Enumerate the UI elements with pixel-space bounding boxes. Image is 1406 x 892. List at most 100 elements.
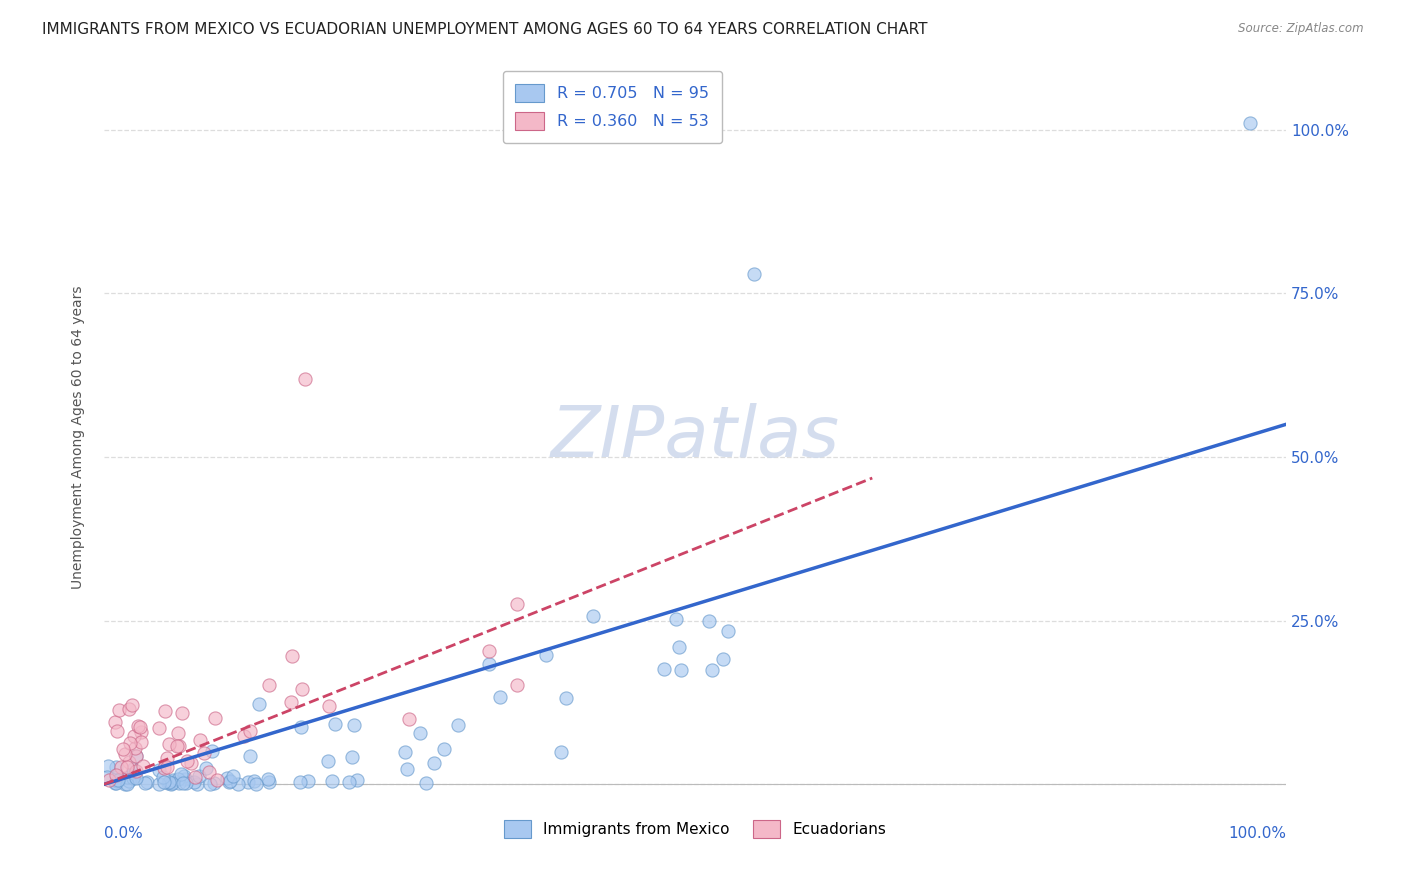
Point bbox=[409, 726, 432, 740]
Point bbox=[118, 756, 141, 770]
Point bbox=[1239, 116, 1261, 130]
Point bbox=[125, 748, 148, 763]
Point bbox=[318, 699, 340, 714]
Point bbox=[162, 772, 184, 787]
Point bbox=[198, 777, 221, 791]
Point bbox=[281, 648, 304, 663]
Point bbox=[148, 763, 170, 777]
Point bbox=[104, 776, 127, 790]
Point bbox=[105, 723, 128, 738]
Point bbox=[121, 698, 143, 712]
Point bbox=[132, 759, 155, 773]
Point bbox=[153, 705, 176, 719]
Point bbox=[239, 748, 262, 763]
Point bbox=[489, 690, 512, 704]
Point bbox=[172, 776, 194, 790]
Point bbox=[297, 773, 319, 788]
Point bbox=[167, 726, 190, 740]
Point bbox=[245, 777, 267, 791]
Point bbox=[226, 777, 249, 791]
Point bbox=[232, 729, 254, 743]
Point bbox=[120, 736, 142, 750]
Point bbox=[107, 703, 129, 717]
Point bbox=[148, 776, 170, 790]
Point bbox=[256, 772, 278, 786]
Point bbox=[176, 754, 198, 768]
Point bbox=[550, 745, 572, 759]
Point bbox=[105, 775, 128, 789]
Point bbox=[122, 768, 145, 782]
Point bbox=[160, 775, 183, 789]
Point bbox=[152, 770, 174, 784]
Point bbox=[105, 759, 128, 773]
Text: ZIPatlas: ZIPatlas bbox=[551, 403, 839, 472]
Point bbox=[105, 770, 128, 784]
Point bbox=[188, 769, 211, 783]
Text: Source: ZipAtlas.com: Source: ZipAtlas.com bbox=[1239, 22, 1364, 36]
Point bbox=[652, 662, 675, 676]
Point bbox=[291, 681, 314, 696]
Point bbox=[115, 770, 138, 784]
Point bbox=[343, 717, 366, 731]
Point bbox=[104, 714, 127, 729]
Point bbox=[239, 724, 262, 739]
Point bbox=[107, 772, 129, 787]
Point bbox=[97, 759, 120, 773]
Point bbox=[136, 775, 159, 789]
Point bbox=[478, 644, 501, 658]
Point bbox=[159, 777, 181, 791]
Point bbox=[697, 614, 720, 628]
Point bbox=[288, 775, 311, 789]
Point bbox=[157, 776, 180, 790]
Point bbox=[506, 678, 529, 692]
Point bbox=[294, 371, 316, 385]
Point bbox=[167, 739, 190, 753]
Point bbox=[122, 729, 145, 743]
Point bbox=[111, 741, 134, 756]
Point bbox=[742, 267, 765, 281]
Point bbox=[134, 775, 156, 789]
Point bbox=[118, 702, 141, 716]
Point bbox=[290, 719, 312, 733]
Point bbox=[668, 640, 690, 655]
Point bbox=[159, 775, 181, 789]
Point bbox=[174, 772, 197, 786]
Point bbox=[506, 597, 529, 611]
Point bbox=[204, 711, 226, 725]
Point bbox=[321, 773, 343, 788]
Point bbox=[395, 762, 418, 776]
Point bbox=[447, 718, 470, 732]
Point bbox=[127, 719, 149, 733]
Point bbox=[104, 768, 127, 782]
Point bbox=[702, 664, 724, 678]
Point bbox=[711, 652, 734, 666]
Point bbox=[280, 695, 302, 709]
Legend: Immigrants from Mexico, Ecuadorians: Immigrants from Mexico, Ecuadorians bbox=[498, 814, 893, 844]
Point bbox=[582, 608, 605, 623]
Point bbox=[114, 747, 136, 761]
Point bbox=[194, 761, 217, 775]
Point bbox=[337, 774, 360, 789]
Point bbox=[221, 768, 243, 782]
Point bbox=[316, 754, 339, 768]
Point bbox=[342, 749, 364, 764]
Point bbox=[152, 761, 174, 775]
Point bbox=[555, 690, 578, 705]
Point bbox=[193, 746, 215, 760]
Point bbox=[110, 760, 132, 774]
Point bbox=[180, 756, 202, 771]
Point bbox=[218, 775, 240, 789]
Point bbox=[183, 775, 205, 789]
Point bbox=[669, 663, 692, 677]
Point bbox=[202, 775, 225, 789]
Point bbox=[242, 773, 264, 788]
Point bbox=[114, 776, 136, 790]
Point bbox=[415, 775, 437, 789]
Point bbox=[186, 777, 208, 791]
Point bbox=[125, 764, 148, 778]
Point bbox=[148, 722, 170, 736]
Point bbox=[125, 771, 148, 785]
Point bbox=[129, 735, 152, 749]
Point bbox=[346, 772, 368, 787]
Point bbox=[323, 716, 346, 731]
